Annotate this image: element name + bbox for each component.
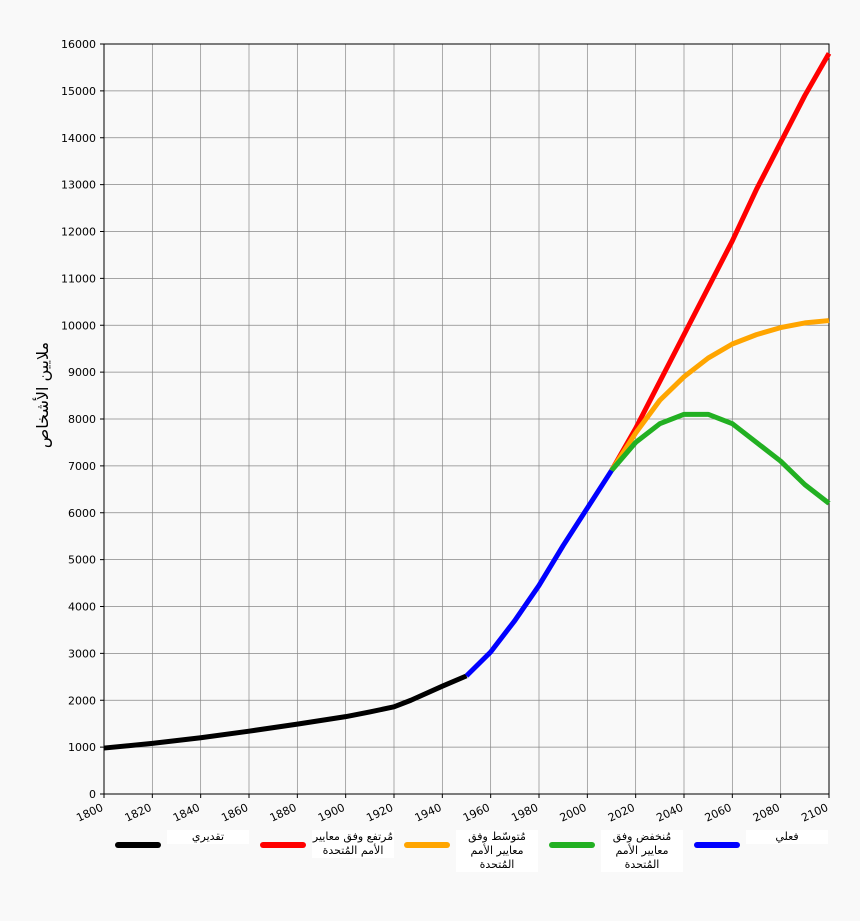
y-axis-label: ملايين الأشخاص	[32, 342, 53, 448]
legend-swatch	[404, 842, 450, 848]
series-line	[464, 469, 614, 678]
series-line	[609, 411, 831, 506]
legend-label: تقديري	[167, 830, 249, 844]
legend-label: مُتوسّط وفق معايير الأمم المُتحدة	[456, 830, 538, 872]
series-line	[103, 673, 468, 751]
x-tick-label: 2060	[703, 801, 734, 825]
y-tick-label: 14000	[61, 132, 96, 145]
x-tick-label: 2100	[799, 801, 830, 825]
y-tick-label: 8000	[68, 413, 96, 426]
x-tick-label: 1860	[219, 801, 250, 825]
legend-label: مُنخفض وفق معايير الأمم المُتحدة	[601, 830, 683, 872]
legend-item: مُنخفض وفق معايير الأمم المُتحدة	[549, 826, 689, 872]
legend-item: فعلي	[694, 826, 834, 862]
legend-label: مُرتفع وفق معايير الأمم المُتحدة	[312, 830, 394, 858]
x-tick-label: 1960	[461, 801, 492, 825]
legend-item: تقديري	[115, 826, 255, 862]
x-tick-label: 1900	[316, 801, 347, 825]
y-tick-label: 11000	[61, 272, 96, 285]
x-tick-label: 1940	[413, 801, 444, 825]
x-tick-label: 2040	[654, 801, 685, 825]
y-tick-label: 16000	[61, 38, 96, 51]
legend-swatch	[260, 842, 306, 848]
y-tick-label: 6000	[68, 507, 96, 520]
legend-swatch	[694, 842, 740, 848]
series-line	[609, 52, 832, 472]
x-tick-label: 1880	[268, 801, 299, 825]
legend-item: مُتوسّط وفق معايير الأمم المُتحدة	[404, 826, 544, 872]
x-tick-label: 2000	[558, 801, 589, 825]
y-tick-label: 4000	[68, 601, 96, 614]
y-tick-label: 7000	[68, 460, 96, 473]
y-tick-label: 1000	[68, 741, 96, 754]
y-tick-label: 9000	[68, 366, 96, 379]
x-tick-label: 2020	[606, 801, 637, 825]
x-tick-label: 1800	[74, 801, 105, 825]
y-tick-label: 3000	[68, 647, 96, 660]
legend-label: فعلي	[746, 830, 828, 844]
legend-item: مُرتفع وفق معايير الأمم المُتحدة	[260, 826, 400, 862]
plot-frame	[103, 43, 830, 795]
y-tick-label: 5000	[68, 554, 96, 567]
y-tick-label: 12000	[61, 226, 96, 239]
y-tick-label: 10000	[61, 319, 96, 332]
x-tick-label: 1980	[509, 801, 540, 825]
x-tick-label: 1840	[171, 801, 202, 825]
y-tick-label: 15000	[61, 85, 96, 98]
y-tick-label: 13000	[61, 179, 96, 192]
y-tick-label: 2000	[68, 694, 96, 707]
legend-swatch	[549, 842, 595, 848]
x-tick-label: 1920	[364, 801, 395, 825]
y-tick-label: 0	[89, 788, 96, 801]
x-tick-label: 1820	[123, 801, 154, 825]
series-line	[609, 318, 830, 472]
x-tick-label: 2080	[751, 801, 782, 825]
legend-swatch	[115, 842, 161, 848]
